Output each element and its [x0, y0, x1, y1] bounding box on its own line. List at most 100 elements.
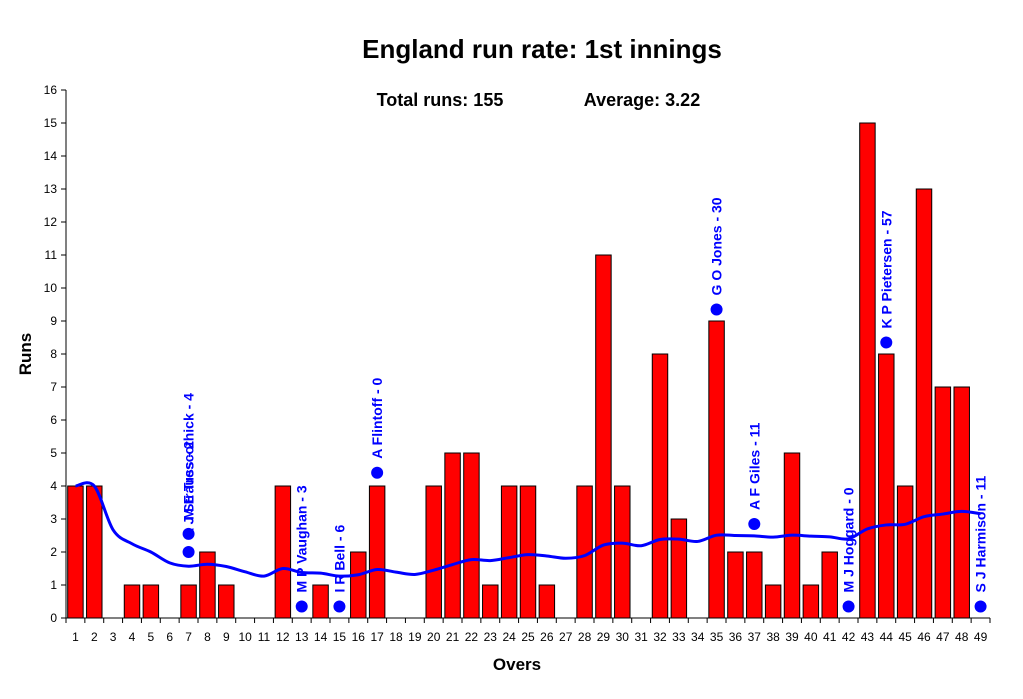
x-tick-label: 25 [521, 630, 535, 644]
x-tick-label: 48 [955, 630, 969, 644]
x-tick-label: 7 [185, 630, 192, 644]
bar-over-12 [274, 485, 292, 619]
x-tick-label: 39 [785, 630, 799, 644]
x-tick-label: 14 [314, 630, 328, 644]
y-tick-label: 6 [50, 413, 57, 427]
bar-over-8 [199, 551, 216, 619]
bar-over-38 [764, 584, 782, 619]
x-tick-label: 49 [974, 630, 988, 644]
wicket-label: M P Vaughan - 3 [294, 485, 310, 592]
x-tick-label: 6 [166, 630, 173, 644]
wicket-label: A Flintoff - 0 [369, 377, 385, 458]
bar-over-7 [180, 584, 197, 619]
x-tick-label: 11 [258, 630, 271, 644]
x-axis-title: Overs [493, 655, 541, 674]
x-tick-label: 44 [880, 630, 894, 644]
wicket-label: S J Harmison - 11 [973, 476, 989, 593]
y-tick-label: 14 [44, 149, 58, 163]
wicket-marker [295, 600, 308, 613]
x-tick-label: 15 [333, 630, 347, 644]
x-tick-label: 41 [823, 630, 837, 644]
wicket-marker [748, 517, 761, 530]
y-tick-label: 7 [50, 380, 57, 394]
bar-over-32 [651, 353, 669, 619]
bar-over-47 [934, 386, 952, 619]
x-tick-label: 37 [748, 630, 762, 644]
bar-over-24 [500, 485, 518, 619]
bar-over-9 [218, 584, 235, 619]
wicket-label: M E Trescothick - 4 [181, 393, 197, 520]
x-tick-label: 34 [691, 630, 705, 644]
x-tick-label: 36 [729, 630, 743, 644]
bar-over-48 [953, 386, 970, 619]
bar-over-44 [878, 353, 895, 619]
run-rate-average-line [75, 481, 981, 578]
wicket-marker [842, 600, 855, 613]
x-tick-label: 26 [540, 630, 554, 644]
x-tick-label: 43 [861, 630, 875, 644]
x-tick-label: 16 [352, 630, 366, 644]
x-tick-label: 5 [148, 630, 155, 644]
bar-over-35 [708, 320, 725, 619]
bar-over-1 [67, 485, 84, 619]
bar-over-16 [350, 551, 367, 619]
x-tick-label: 18 [389, 630, 403, 644]
bar-over-41 [821, 551, 838, 619]
bar-over-25 [519, 485, 537, 619]
x-tick-label: 19 [408, 630, 422, 644]
x-tick-label: 42 [842, 630, 856, 644]
y-tick-label: 3 [50, 512, 57, 526]
y-tick-label: 2 [50, 545, 57, 559]
x-tick-label: 3 [110, 630, 117, 644]
x-tick-label: 30 [616, 630, 630, 644]
average-text: Average: 3.22 [584, 90, 700, 110]
bar-over-2 [86, 485, 103, 619]
x-tick-label: 2 [91, 630, 98, 644]
y-tick-label: 16 [44, 83, 58, 97]
x-tick-label: 8 [204, 630, 211, 644]
y-tick-label: 9 [50, 314, 57, 328]
x-tick-label: 1 [72, 630, 79, 644]
bar-over-14 [312, 584, 329, 619]
y-tick-label: 15 [44, 116, 58, 130]
total-runs-text: Total runs: 155 [377, 90, 504, 110]
bar-over-46 [915, 188, 933, 619]
x-tick-label: 10 [238, 630, 252, 644]
bar-over-22 [463, 452, 480, 619]
y-tick-label: 12 [44, 215, 58, 229]
bar-over-26 [538, 584, 556, 619]
wicket-label: M J Hoggard - 0 [841, 487, 857, 592]
bar-over-17 [368, 485, 386, 619]
bar-over-45 [896, 485, 914, 619]
x-tick-label: 40 [804, 630, 818, 644]
x-tick-label: 35 [710, 630, 724, 644]
wicket-label: G O Jones - 30 [709, 197, 725, 295]
wicket-marker [974, 600, 987, 613]
x-tick-label: 27 [559, 630, 573, 644]
x-tick-label: 38 [766, 630, 780, 644]
bar-over-30 [614, 485, 631, 619]
chart-title: England run rate: 1st innings [362, 34, 722, 64]
y-tick-label: 1 [50, 578, 57, 592]
bar-over-4 [123, 584, 141, 619]
bar-over-20 [425, 485, 442, 619]
y-tick-label: 13 [44, 182, 58, 196]
x-tick-label: 22 [465, 630, 479, 644]
bar-over-33 [670, 518, 688, 619]
x-tick-label: 24 [502, 630, 516, 644]
x-tick-label: 32 [653, 630, 667, 644]
bar-over-5 [142, 584, 160, 619]
y-tick-label: 4 [50, 479, 57, 493]
x-tick-label: 33 [672, 630, 686, 644]
x-tick-label: 20 [427, 630, 441, 644]
wicket-marker [880, 336, 893, 349]
x-tick-label: 46 [917, 630, 931, 644]
x-tick-label: 29 [597, 630, 611, 644]
x-tick-label: 28 [578, 630, 592, 644]
bar-over-40 [802, 584, 820, 619]
wicket-label: I R Bell - 6 [331, 525, 347, 593]
x-tick-label: 31 [634, 630, 648, 644]
wicket-marker [182, 527, 195, 540]
